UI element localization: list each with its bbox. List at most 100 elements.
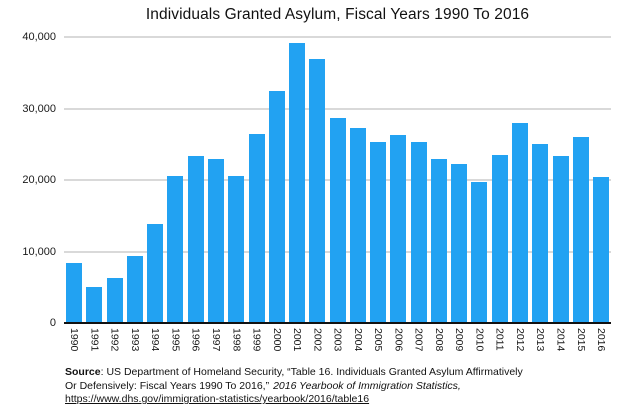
- x-tick-label-2000: 2000: [270, 328, 283, 352]
- bar-slot-2016: [591, 37, 611, 323]
- bar-2011: [491, 154, 508, 323]
- gridline-40000: [64, 36, 611, 38]
- x-tick-label-1991: 1991: [88, 328, 101, 352]
- bar-2008: [430, 159, 447, 323]
- bar-slot-2014: [550, 37, 570, 323]
- plot-area: [64, 36, 611, 324]
- bar-2012: [511, 122, 528, 323]
- x-tick-label-2011: 2011: [493, 328, 506, 351]
- bar-2009: [451, 164, 468, 323]
- y-tick-label-30,000: 30,000: [22, 102, 56, 115]
- x-tick-slot-1997: 1997: [206, 328, 226, 360]
- x-tick-slot-2001: 2001: [287, 328, 307, 360]
- bar-2013: [532, 143, 549, 323]
- bar-2000: [268, 91, 285, 323]
- y-axis-labels: 0 10,000 20,000 30,000 40,000: [0, 31, 56, 329]
- bar-slot-2006: [388, 37, 408, 323]
- x-tick-slot-2004: 2004: [348, 328, 368, 360]
- x-tick-label-1998: 1998: [230, 328, 243, 352]
- x-tick-label-1990: 1990: [68, 328, 81, 352]
- bar-slot-2015: [571, 37, 591, 323]
- bar-slot-2003: [327, 37, 347, 323]
- x-tick-label-2006: 2006: [392, 328, 405, 352]
- bar-slot-1994: [145, 37, 165, 323]
- x-tick-label-2005: 2005: [372, 328, 385, 352]
- bar-slot-2011: [490, 37, 510, 323]
- x-tick-slot-1996: 1996: [186, 328, 206, 360]
- x-tick-slot-2000: 2000: [267, 328, 287, 360]
- bar-2001: [289, 42, 306, 323]
- bar-slot-1997: [206, 37, 226, 323]
- bar-slot-2005: [368, 37, 388, 323]
- bar-1996: [187, 155, 204, 323]
- x-tick-label-2004: 2004: [351, 328, 364, 352]
- x-tick-label-2014: 2014: [554, 328, 567, 352]
- source-note: Source: US Department of Homeland Securi…: [65, 366, 523, 407]
- x-tick-slot-2003: 2003: [327, 328, 347, 360]
- bar-2002: [309, 59, 326, 323]
- y-tick-label-0: 0: [49, 317, 56, 329]
- bar-1999: [248, 134, 265, 323]
- x-tick-label-2010: 2010: [473, 328, 486, 352]
- x-tick-slot-1994: 1994: [145, 328, 165, 360]
- x-tick-slot-1992: 1992: [105, 328, 125, 360]
- bar-slot-1996: [186, 37, 206, 323]
- x-tick-slot-1993: 1993: [125, 328, 145, 360]
- bar-slot-2009: [449, 37, 469, 323]
- source-line-2: Or Defensively: Fiscal Years 1990 To 201…: [65, 380, 523, 394]
- bar-2004: [349, 127, 366, 323]
- x-tick-label-1994: 1994: [149, 328, 162, 352]
- x-tick-slot-2010: 2010: [469, 328, 489, 360]
- source-line-2-text: Or Defensively: Fiscal Years 1990 To 201…: [65, 379, 270, 392]
- x-tick-slot-2012: 2012: [510, 328, 530, 360]
- x-tick-label-2007: 2007: [412, 328, 425, 352]
- x-tick-slot-2002: 2002: [307, 328, 327, 360]
- bar-slot-1991: [84, 37, 104, 323]
- bar-2003: [329, 117, 346, 323]
- y-tick-label-20,000: 20,000: [22, 174, 56, 186]
- x-axis-line: [64, 322, 611, 324]
- bar-slot-2013: [530, 37, 550, 323]
- bar-slot-1992: [105, 37, 125, 323]
- x-tick-slot-1990: 1990: [64, 328, 84, 360]
- bar-2015: [572, 137, 589, 323]
- bar-slot-2002: [307, 37, 327, 323]
- bar-slot-2012: [510, 37, 530, 323]
- x-tick-label-2009: 2009: [453, 328, 466, 352]
- x-tick-slot-2011: 2011: [490, 328, 510, 360]
- y-tick-label-10,000: 10,000: [22, 245, 56, 258]
- x-tick-label-2002: 2002: [311, 328, 324, 352]
- x-tick-slot-2015: 2015: [571, 328, 591, 360]
- bar-slot-2007: [409, 37, 429, 323]
- bar-slot-2010: [469, 37, 489, 323]
- x-tick-slot-1998: 1998: [226, 328, 246, 360]
- x-tick-label-2015: 2015: [574, 328, 587, 352]
- x-tick-slot-2005: 2005: [368, 328, 388, 360]
- bar-slot-2004: [348, 37, 368, 323]
- bar-slot-1995: [165, 37, 185, 323]
- x-tick-slot-1999: 1999: [246, 328, 266, 360]
- source-line-1-text: : US Department of Homeland Security, “T…: [100, 366, 523, 378]
- source-label: Source: [65, 366, 101, 378]
- source-line-3: https://www.dhs.gov/immigration-statisti…: [65, 393, 523, 407]
- source-line-1: Source: US Department of Homeland Securi…: [65, 366, 523, 380]
- x-tick-label-1993: 1993: [128, 328, 141, 352]
- bar-2005: [370, 142, 387, 323]
- bar-slot-1993: [125, 37, 145, 323]
- source-link[interactable]: https://www.dhs.gov/immigration-statisti…: [65, 393, 370, 405]
- bar-slot-2001: [287, 37, 307, 323]
- bar-1991: [86, 287, 103, 323]
- bar-1990: [66, 262, 83, 323]
- x-tick-label-1996: 1996: [189, 328, 202, 352]
- x-tick-label-1992: 1992: [108, 328, 121, 352]
- bars-layer: [64, 37, 611, 323]
- bar-1997: [207, 159, 224, 323]
- bar-slot-1990: [64, 37, 84, 323]
- bar-slot-1998: [226, 37, 246, 323]
- bar-2007: [410, 142, 427, 323]
- x-tick-slot-2009: 2009: [449, 328, 469, 360]
- bar-1994: [147, 224, 164, 323]
- bar-1992: [106, 277, 123, 323]
- bar-2010: [471, 182, 488, 323]
- bar-slot-2000: [267, 37, 287, 323]
